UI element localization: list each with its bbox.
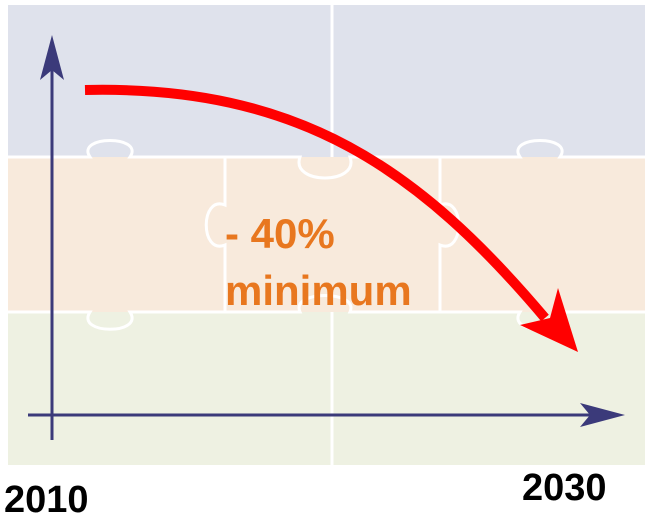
page: - 40% minimum 2010 2030 (() => { const d… xyxy=(0,0,648,522)
reduction-label: - 40% xyxy=(225,210,335,257)
diagram: - 40% minimum 2010 2030 xyxy=(0,0,648,522)
end-year: 2030 xyxy=(522,467,607,509)
qualifier-label: minimum xyxy=(225,267,412,314)
start-year: 2010 xyxy=(4,479,89,521)
